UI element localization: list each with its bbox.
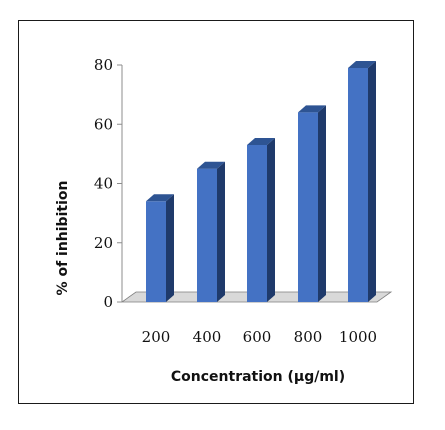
x-tick-label: 600 [243,328,272,346]
y-tick-label: 40 [94,175,113,193]
bar-side [217,161,225,302]
bar-side [267,137,275,302]
x-axis-title: Concentration (µg/ml) [171,369,345,385]
bar-top [146,194,174,202]
bar [146,194,174,302]
bar-front [348,67,368,303]
bars [146,60,376,303]
bar-top [197,161,225,169]
bar [298,105,326,303]
bar-side [368,60,376,303]
bar-front [146,201,166,302]
bar [348,60,376,303]
y-axis: 0 20 40 60 80 [94,56,123,311]
bar-top [348,60,376,68]
chart-frame [18,20,414,404]
x-tick-label: 800 [294,328,323,346]
y-tick-label: 20 [94,234,113,252]
x-tick-label: 200 [142,328,171,346]
bar-front [247,144,267,302]
bar [197,161,225,302]
bar-front [298,112,318,303]
bar-top [247,137,275,145]
x-axis-ticks: 200 400 600 800 1000 [142,328,377,346]
bar [247,137,275,302]
y-tick-label: 80 [94,56,113,74]
bar-front [197,168,217,302]
x-tick-label: 400 [193,328,222,346]
y-axis-title: % of inhibition [55,181,71,296]
bar-top [298,105,326,113]
y-tick-label: 0 [103,293,113,311]
x-tick-label: 1000 [339,328,377,346]
bar-side [318,105,326,303]
bar-side [166,194,174,302]
y-tick-label: 60 [94,115,113,133]
